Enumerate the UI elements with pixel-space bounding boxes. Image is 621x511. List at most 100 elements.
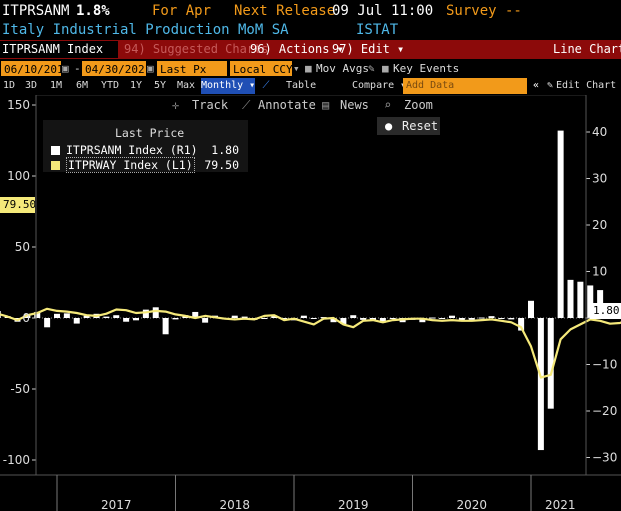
- pencil-icon[interactable]: ✎: [368, 62, 375, 75]
- left-tick-label: -50: [10, 382, 30, 396]
- right-tick-label: −30: [592, 451, 617, 465]
- source-label: ISTAT: [356, 22, 399, 38]
- bar: [557, 130, 564, 318]
- settings-row: 06/10/2015 ▣ - 04/30/2021 ▣ Last Px Loca…: [0, 60, 621, 77]
- left-last-value-tag: 79.50: [0, 197, 36, 213]
- security-field[interactable]: ITPRSANM Index: [0, 41, 118, 58]
- bar: [547, 318, 554, 409]
- series-line: [0, 307, 621, 379]
- left-axis: 150 100 50 0 -50 -100: [3, 95, 37, 475]
- edit-chart-button[interactable]: Edit Chart: [556, 80, 617, 91]
- actions-menu[interactable]: 96) Actions ▾: [250, 42, 344, 56]
- function-toolbar: ITPRSANM Index 94) Suggested Charts 96) …: [0, 40, 621, 59]
- bar: [458, 318, 465, 322]
- left-tick-label: 150: [7, 98, 30, 112]
- bar: [54, 313, 60, 318]
- annotate-button[interactable]: Annotate: [258, 98, 316, 112]
- pencil-icon[interactable]: ✎: [546, 80, 554, 91]
- end-date-input[interactable]: 04/30/2021: [82, 61, 151, 76]
- zoom-button[interactable]: Zoom: [404, 98, 433, 112]
- bar: [419, 318, 426, 323]
- bar: [192, 311, 199, 318]
- year-label: 2021: [545, 498, 576, 511]
- right-axis: 40 30 20 10 −10 −20 −30: [585, 95, 617, 475]
- ticker: ITPRSANM: [2, 3, 70, 19]
- bar: [133, 318, 139, 321]
- calendar-icon[interactable]: ▣: [62, 62, 69, 75]
- bar: [241, 316, 248, 318]
- legend-value: 79.50: [204, 158, 239, 172]
- mov-avgs-label[interactable]: Mov Avgs: [316, 62, 369, 75]
- next-release-value: 09 Jul 11:00: [332, 3, 434, 19]
- line-chart-icon[interactable]: ⟋: [262, 80, 270, 91]
- legend-item: ITPRSANM Index (R1) 1.80: [51, 143, 245, 157]
- next-release-label: Next Release: [234, 3, 336, 19]
- right-tick-label: 40: [592, 125, 607, 139]
- currency-select[interactable]: Local CCY: [230, 61, 293, 76]
- range-1m[interactable]: 1M: [49, 80, 63, 91]
- bar: [340, 318, 347, 325]
- year-label: 2017: [101, 498, 132, 511]
- range-max[interactable]: Max: [176, 80, 196, 91]
- bar: [261, 318, 268, 319]
- add-data-input[interactable]: Add Data: [403, 78, 527, 94]
- bar: [488, 316, 495, 318]
- reset-label: Reset: [402, 119, 439, 133]
- news-icon[interactable]: ▤: [322, 98, 330, 112]
- year-label: 2018: [219, 498, 250, 511]
- bar: [508, 318, 515, 320]
- legend-swatch: [51, 161, 60, 170]
- checkbox-icon[interactable]: ■: [305, 62, 312, 75]
- collapse-icon[interactable]: «: [532, 80, 540, 91]
- period-label: For Apr: [152, 3, 212, 19]
- key-events-label[interactable]: Key Events: [393, 62, 460, 75]
- bar: [537, 318, 544, 451]
- range-5y[interactable]: 5Y: [153, 80, 167, 91]
- dropdown-icon[interactable]: ▾: [293, 62, 300, 75]
- legend: Last Price ITPRSANM Index (R1) 1.80 ITPR…: [43, 120, 248, 173]
- reset-button[interactable]: ● Reset: [377, 117, 440, 135]
- bar: [379, 318, 386, 323]
- line-series: [0, 307, 621, 379]
- range-6m[interactable]: 6M: [75, 80, 89, 91]
- checkbox-icon[interactable]: ■: [382, 62, 389, 75]
- bar: [113, 315, 120, 318]
- bar: [123, 318, 130, 322]
- year-label: 2019: [338, 498, 369, 511]
- bar: [429, 317, 436, 319]
- bar: [577, 281, 584, 318]
- range-3d[interactable]: 3D: [24, 80, 38, 91]
- bar: [281, 318, 288, 320]
- bar: [528, 300, 534, 318]
- bar: [389, 318, 396, 319]
- range-1d[interactable]: 1D: [2, 80, 16, 91]
- bar: [44, 318, 51, 328]
- table-button[interactable]: Table: [286, 80, 317, 91]
- news-button[interactable]: News: [340, 98, 369, 112]
- left-tick-label: 100: [7, 169, 30, 183]
- start-date-input[interactable]: 06/10/2015: [1, 61, 70, 76]
- legend-label: ITPRWAY Index (L1): [66, 157, 195, 173]
- crosshair-icon[interactable]: ✛: [172, 98, 180, 112]
- legend-swatch: [51, 146, 60, 155]
- track-button[interactable]: Track: [192, 98, 229, 112]
- range-ytd[interactable]: YTD: [100, 80, 120, 91]
- bar: [142, 309, 149, 318]
- compare-menu[interactable]: Compare ▾: [352, 80, 407, 91]
- edit-menu[interactable]: 97) Edit ▾: [332, 42, 405, 56]
- field-select[interactable]: Last Px: [157, 61, 227, 76]
- header-row: ITPRSANM 1.8% For Apr Next Release 09 Ju…: [0, 0, 621, 22]
- year-label: 2020: [456, 498, 487, 511]
- calendar-icon[interactable]: ▣: [147, 62, 154, 75]
- bar: [83, 315, 90, 318]
- bar: [320, 317, 327, 319]
- suggested-charts-button[interactable]: 94) Suggested Charts: [124, 42, 269, 56]
- zoom-icon[interactable]: ⌕: [384, 98, 392, 112]
- right-tick-label: −20: [592, 404, 617, 418]
- period-select[interactable]: Monthly ▾: [201, 78, 255, 94]
- annotate-icon[interactable]: ⟋: [242, 98, 251, 112]
- bar: [103, 316, 110, 318]
- range-1y[interactable]: 1Y: [129, 80, 143, 91]
- bar: [567, 279, 574, 318]
- bar: [63, 313, 70, 318]
